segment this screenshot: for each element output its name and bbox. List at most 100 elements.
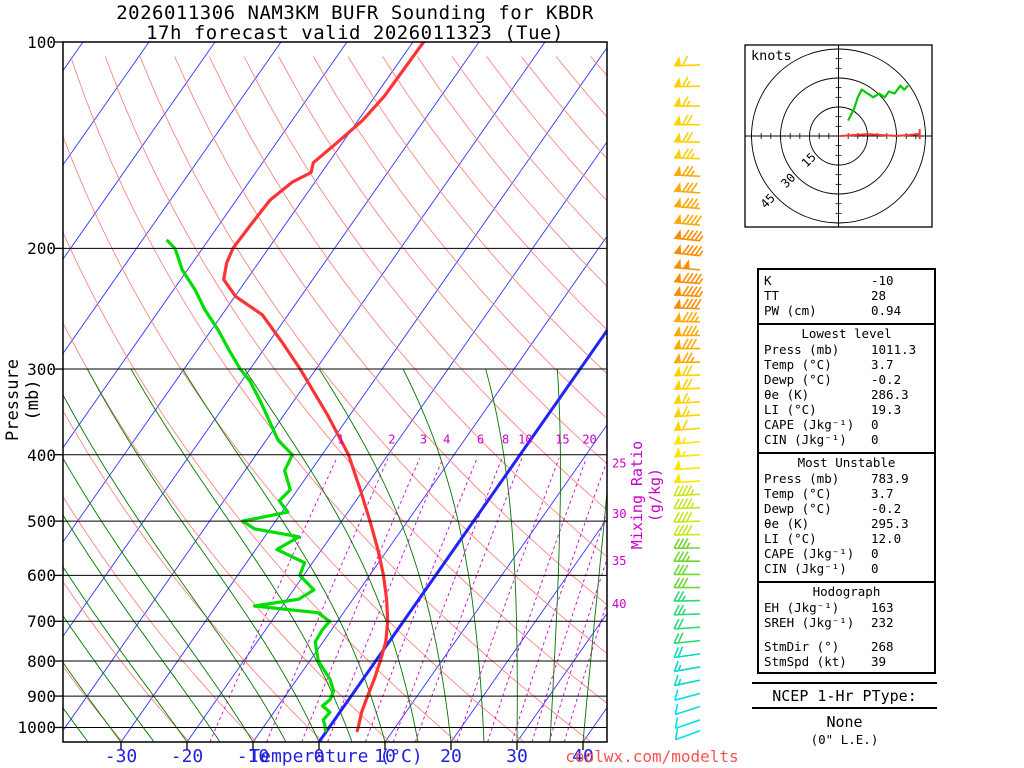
barb-feather [673,564,681,575]
barb-pennant [674,148,682,159]
barb-half-feather [690,170,695,177]
mixing-ratio-line [327,458,444,742]
mixing-ratio-label: 25 [612,456,626,470]
stat-value: 783.9 [871,471,909,486]
barb-feather [677,590,685,602]
dry-adiabat-line [208,56,607,558]
barb-feather [690,298,698,309]
ptype-note: (0" L.E.) [810,732,879,747]
barb-feather [681,485,689,496]
mixing-ratio-label: 20 [582,432,596,446]
barb-feather [674,703,679,715]
barb-half-feather [694,329,699,336]
isotherm-line [63,42,150,166]
dry-adiabat-line [63,581,190,742]
isotherm-line [384,424,607,742]
barb-feather [673,498,680,510]
pressure-tick-label: 400 [27,445,56,465]
stat-label: EH (Jkg⁻¹) [764,600,840,615]
stat-label: Temp (°C) [764,486,832,501]
stat-label: SREH (Jkg⁻¹) [764,615,855,630]
stat-value: 39 [871,654,887,669]
barb-feather [681,229,690,240]
barb-feather [681,76,689,87]
mixing-ratio-label: 30 [612,507,626,521]
barb-half-feather [698,235,704,242]
barb-half-feather [686,396,691,403]
barb-feather [686,230,694,240]
barb-feather [694,230,703,241]
barb-feather [677,551,685,562]
hodograph-trace-lower [840,133,920,138]
isotherm-line [63,42,216,260]
stats-section: Hodograph EH (Jkg⁻¹) 163 SREH (Jkg⁻¹) 232 Stm… [759,581,934,672]
stats-section: Most Unstable Press (mb) 783.9 Temp (°C) 3.7… [759,452,934,579]
barb-pennant [674,258,682,269]
barb-pennant [674,459,682,470]
mixing-ratio-line [209,458,338,742]
barb-feather [694,286,702,297]
stat-value: -0.2 [871,372,902,387]
barb-feather [681,511,689,523]
stat-label: CAPE (Jkg⁻¹) [764,546,855,561]
stat-value: 19.3 [871,402,902,417]
barb-feather [690,230,699,241]
barb-feather [674,717,679,729]
stat-row: Dewp (°C) -0.2 [759,372,934,387]
barb-feather [681,55,689,66]
barb-feather [673,591,681,602]
stat-row: SREH (Jkg⁻¹) 232 [759,615,934,630]
barb-feather [690,182,698,193]
temp-tick-label: 20 [440,746,462,767]
barb-pennant [674,77,682,87]
moist-adiabat-line [63,614,155,742]
barb-pennant [674,213,682,224]
barb-pennant [674,165,682,176]
barb-feather [681,538,689,549]
dry-adiabat-line [63,665,123,742]
mixing-ratio-line [511,459,607,742]
barb-feather [686,114,693,126]
stat-label: LI (°C) [764,402,817,417]
barb-pennant [674,325,681,336]
stat-value: 268 [871,639,894,654]
barb-feather [686,378,693,390]
barb-feather [681,298,690,309]
barb-feather [681,244,690,255]
dry-adiabat-line [278,56,607,465]
stat-label: Press (mb) [764,342,840,357]
stat-label: Dewp (°C) [764,372,832,387]
barb-pennant [674,96,681,107]
barb-half-feather [677,678,682,685]
stat-value: 0 [871,546,879,561]
temperature-axis-label: Temperature (°C) [249,746,423,767]
barb-pennant [674,229,682,239]
stat-row: CIN (Jkg⁻¹) 0 [759,561,934,576]
pressure-tick-label: 300 [27,360,56,380]
temp-tick-label: 40 [572,746,594,767]
barb-feather [681,96,689,107]
barb-feather [677,498,685,509]
barb-feather [690,214,698,225]
barb-half-feather [677,664,682,671]
barb-pennant [674,472,682,483]
barb-feather [681,419,688,431]
barb-pennant [674,298,682,309]
dry-adiabat-line [63,135,525,742]
barb-half-feather [690,502,695,509]
barb-feather [673,551,681,562]
barb-half-feather [690,489,695,496]
moist-adiabat-line [549,369,561,742]
mixing-ratio-label: 8 [502,432,509,446]
mixing-ratio-line [414,458,523,742]
barb-pennant [674,272,682,283]
temp-tick-label: 10 [374,746,396,767]
barb-feather [681,365,689,376]
barb-half-feather [685,555,691,562]
barb-feather [690,286,698,297]
barb-feather [673,485,680,497]
barb-feather [690,245,699,256]
barb-feather [694,298,702,310]
stat-label: StmSpd (kt) [764,654,847,669]
dry-adiabat-line [63,410,324,742]
